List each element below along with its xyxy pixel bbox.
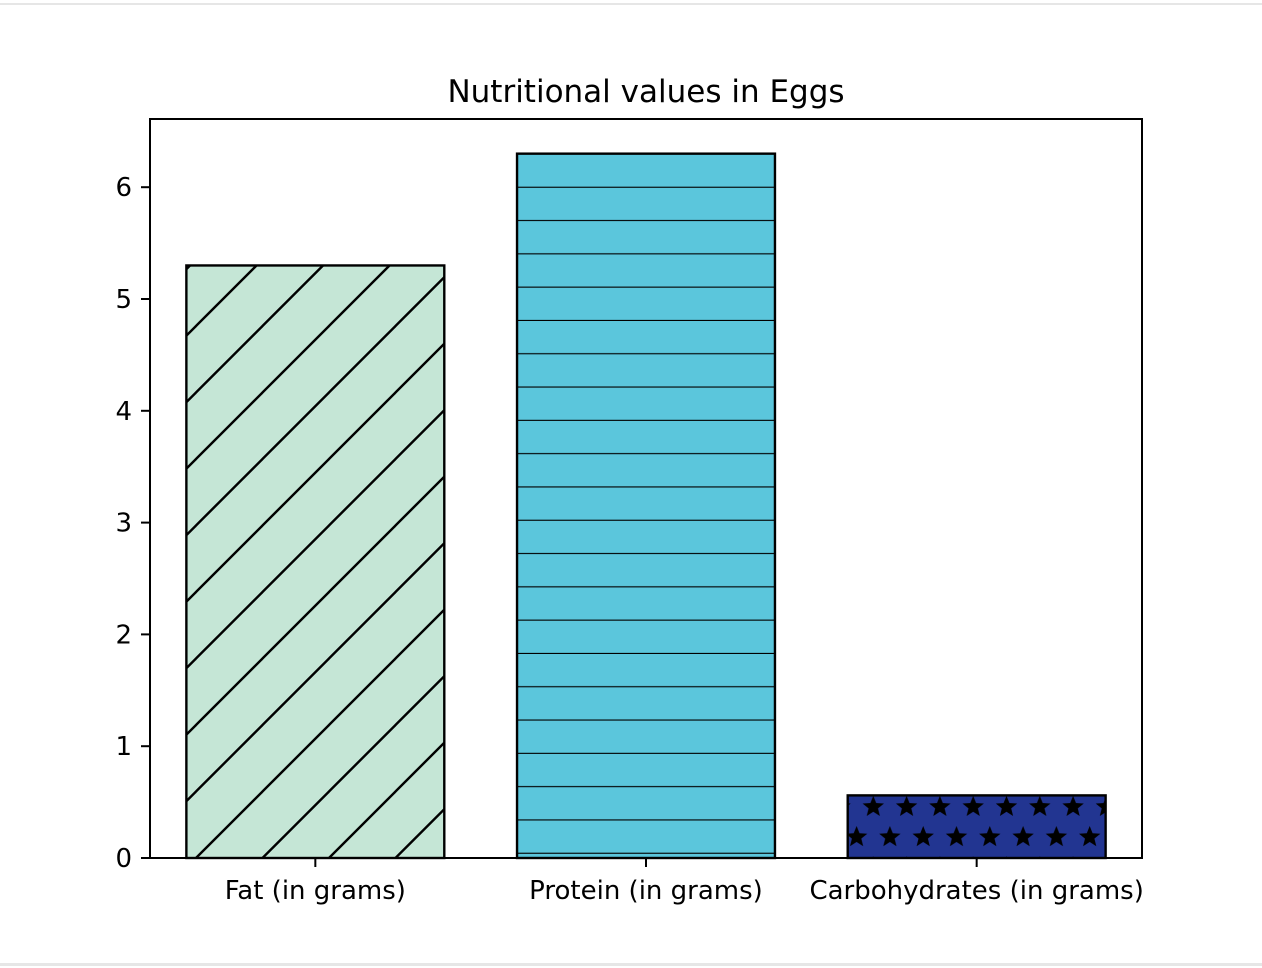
bars xyxy=(185,152,1107,860)
x-tick-label: Carbohydrates (in grams) xyxy=(809,876,1143,906)
y-tick-label: 5 xyxy=(115,285,132,315)
x-tick-label: Protein (in grams) xyxy=(529,876,763,906)
y-tick-label: 3 xyxy=(115,509,132,539)
bottom-border xyxy=(0,963,1262,966)
y-tick-label: 0 xyxy=(115,844,132,874)
y-tick-label: 6 xyxy=(115,173,132,203)
y-tick-label: 4 xyxy=(115,397,132,427)
plot-frame xyxy=(149,118,1143,859)
chart-title: Nutritional values in Eggs xyxy=(447,74,844,110)
bar-2-hatch xyxy=(515,152,777,860)
y-tick-label: 1 xyxy=(115,732,132,762)
y-tick-label: 2 xyxy=(115,620,132,650)
top-border xyxy=(0,3,1262,5)
bar-3-hatch xyxy=(846,794,1107,860)
bar-1-hatch xyxy=(185,264,446,860)
y-axis: 0 1 2 3 4 5 6 xyxy=(115,173,150,874)
x-tick-label: Fat (in grams) xyxy=(225,876,406,906)
x-axis: Fat (in grams) Protein (in grams) Carbohyd… xyxy=(225,858,1144,906)
